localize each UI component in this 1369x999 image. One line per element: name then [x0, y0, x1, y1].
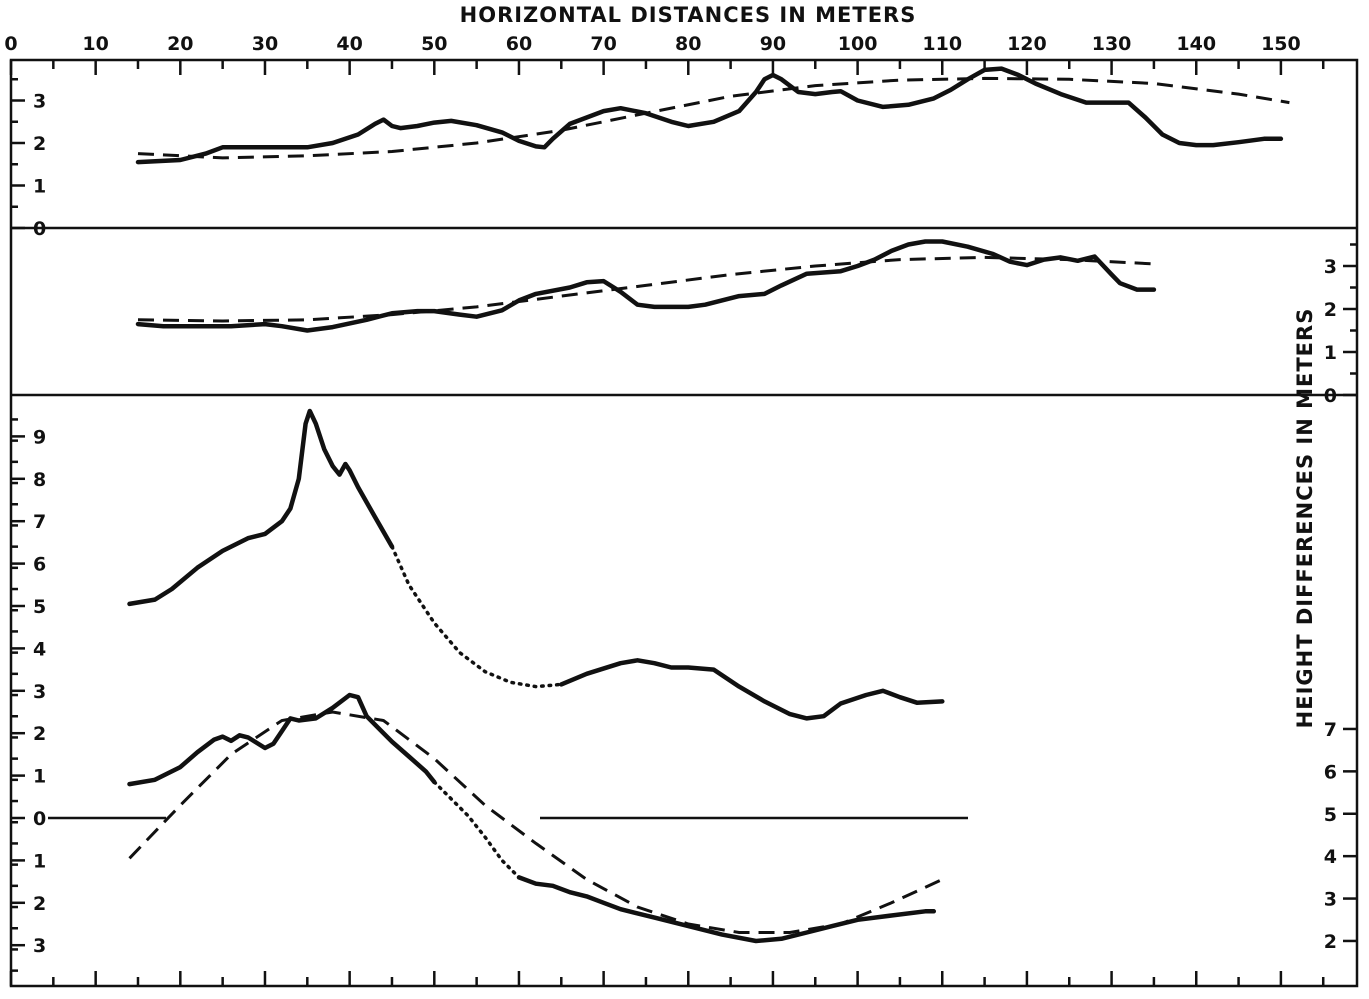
profile-1-y-tick-label-0: 0: [33, 218, 46, 240]
profile-3-y-tick-label-3: 0: [33, 808, 46, 830]
x-tick-label-80: 80: [675, 33, 701, 55]
x-tick-label-150: 150: [1261, 33, 1301, 55]
plot-frame: [9, 58, 1359, 988]
profile-1-y-tick-label-2: 2: [33, 133, 46, 155]
profile-3-y-tick-label-12: 9: [33, 426, 46, 448]
profile-3-y-tick-label-10: 7: [33, 511, 46, 533]
profile-1-series-0-solid-line: [135, 66, 1284, 165]
profile-2-group: 0 1 2 3: [135, 239, 1357, 407]
y-axis-title: HEIGHT DIFFERENCES IN METERS: [1293, 308, 1317, 729]
x-axis-ticks: 0 10 20 30 40 50 60 70 80 90 100 110 120 130 140 150: [4, 33, 1325, 986]
profile-3-y-tick-label-2: 1: [33, 850, 46, 872]
profile-3-y-tick-label-4: 1: [33, 766, 46, 788]
x-axis-title: HORIZONTAL DISTANCES IN METERS: [460, 3, 917, 27]
profile-2-y-tick-label-3: 3: [1324, 256, 1337, 278]
x-tick-label-120: 120: [1007, 33, 1047, 55]
profile-3-right-tick-label-5: 5: [1324, 804, 1337, 826]
x-tick-label-30: 30: [252, 33, 278, 55]
x-tick-label-50: 50: [421, 33, 447, 55]
profile-1-y-tick-label-1: 1: [33, 176, 46, 198]
profile-3-right-tick-label-3: 3: [1324, 889, 1337, 911]
profile-3-y-tick-label-6: 3: [33, 681, 46, 703]
profile-3-y-tick-label-0: 3: [33, 935, 46, 957]
x-tick-label-60: 60: [506, 33, 532, 55]
x-tick-label-100: 100: [838, 33, 878, 55]
profile-1-group: 0 1 2 3: [11, 66, 1290, 240]
profile-3-series-3-solid-line: [127, 692, 437, 787]
x-tick-label-20: 20: [167, 33, 193, 55]
x-tick-label-70: 70: [590, 33, 616, 55]
profile-2-y-tick-label-1: 1: [1324, 342, 1337, 364]
profile-3-group: 3 2 1 0 1 2 3 4 5 6 7 8 9 2 3 4 5 6 7: [11, 408, 1357, 972]
profile-3-y-tick-label-5: 2: [33, 723, 46, 745]
profile-2-series-1-dashed-line: [137, 255, 1154, 323]
x-tick-label-40: 40: [336, 33, 362, 55]
profile-3-series-5-solid-line: [516, 875, 937, 944]
profile-3-y-tick-label-8: 5: [33, 596, 46, 618]
profile-3-series-1-dotted-line: [390, 544, 564, 689]
profile-3-y-tick-label-1: 2: [33, 893, 46, 915]
profile-3-series-0-solid-line: [127, 408, 395, 607]
profile-2-y-tick-label-0: 0: [1324, 385, 1337, 407]
profile-3-y-tick-label-7: 4: [33, 638, 46, 660]
profile-3-right-tick-label-7: 7: [1324, 719, 1337, 741]
x-tick-label-0: 0: [4, 33, 17, 55]
profile-2-y-tick-label-2: 2: [1324, 299, 1337, 321]
profile-3-series-6-dashed-line: [128, 710, 943, 934]
x-tick-label-110: 110: [922, 33, 962, 55]
profile-1-y-tick-label-3: 3: [33, 91, 46, 113]
x-tick-label-130: 130: [1092, 33, 1132, 55]
x-tick-label-90: 90: [760, 33, 786, 55]
profile-3-right-tick-label-2: 2: [1324, 931, 1337, 953]
profile-3-right-tick-label-4: 4: [1324, 846, 1337, 868]
profile-3-y-tick-label-11: 8: [33, 469, 46, 491]
profile-3-series-2-solid-line: [559, 658, 945, 721]
x-tick-label-10: 10: [82, 33, 108, 55]
profile-2-series-0-solid-line: [135, 239, 1157, 333]
x-tick-label-140: 140: [1176, 33, 1216, 55]
profile-3-y-tick-label-9: 6: [33, 554, 46, 576]
profile-3-series-4-dotted-line: [432, 780, 521, 880]
panels: 0 1 2 3 0 1 2 3 3 2 1 0 1 2 3 4 5 6 7 8 9 2 3 4 5 6 7: [11, 66, 1357, 972]
profile-3-right-tick-label-6: 6: [1324, 761, 1337, 783]
